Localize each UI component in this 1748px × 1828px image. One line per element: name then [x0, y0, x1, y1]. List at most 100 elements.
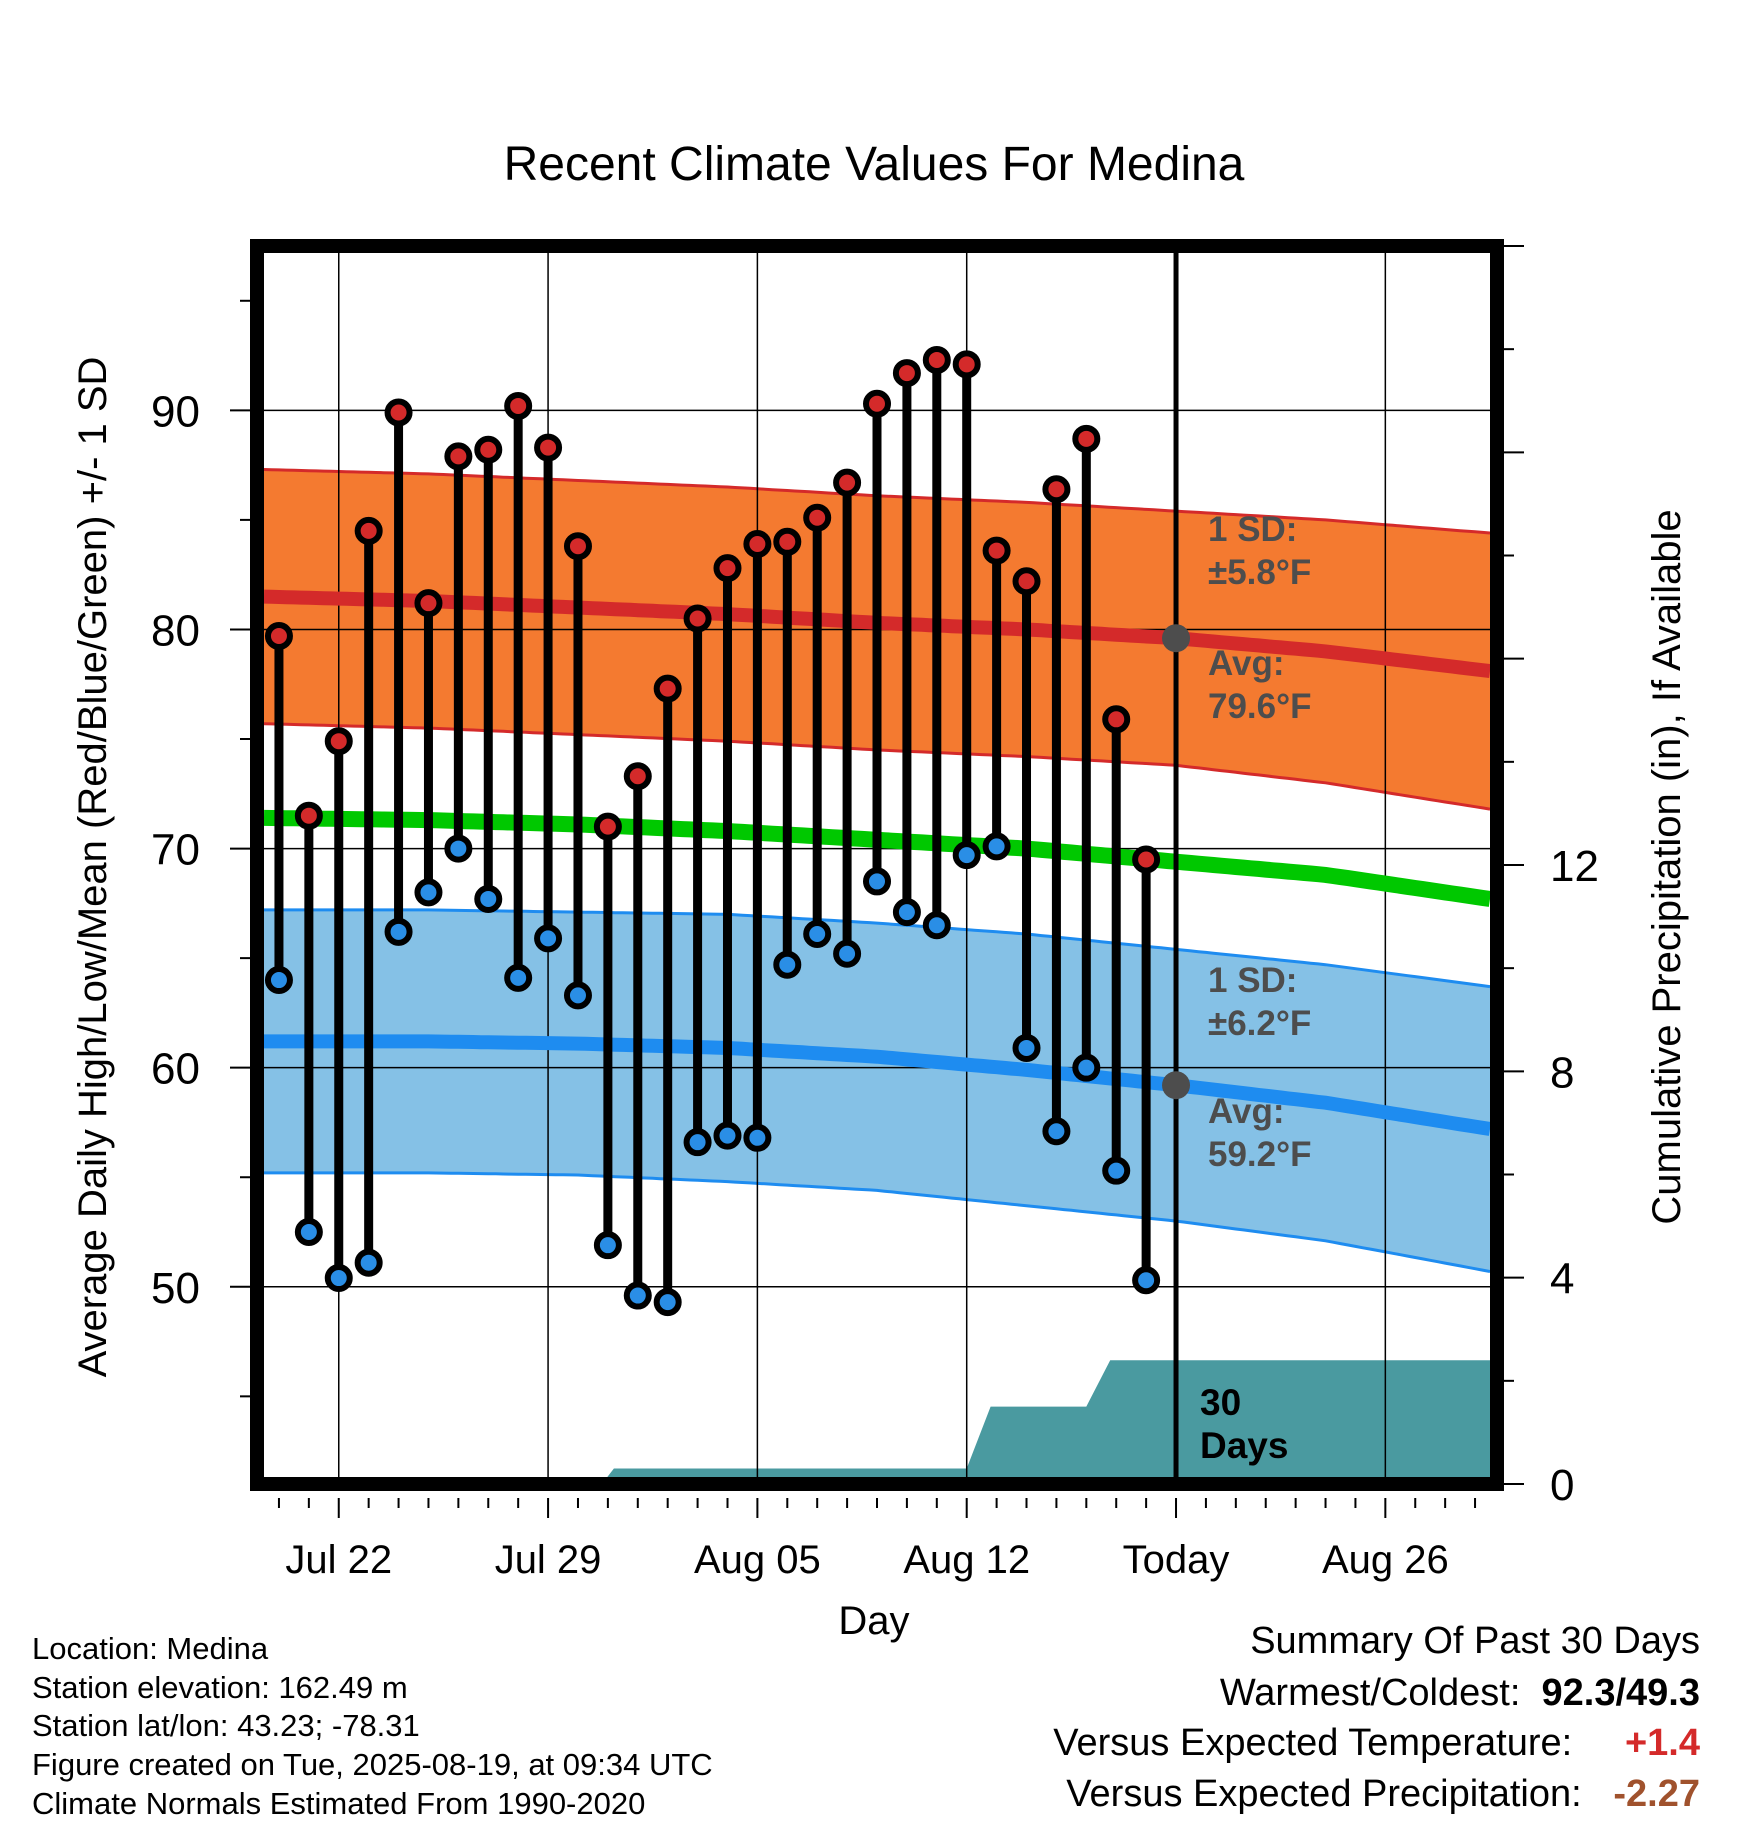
high-point-day-7	[474, 435, 503, 464]
x-tick-label-0: Jul 22	[285, 1538, 392, 1582]
x-tick-label-4: Today	[1123, 1538, 1230, 1582]
x-tick-label-1: Jul 29	[495, 1538, 602, 1582]
low-point-day-10	[563, 981, 592, 1010]
low-point-day-27	[1072, 1053, 1101, 1082]
x-tick-label-3: Aug 12	[903, 1538, 1030, 1582]
high-point-day-16	[743, 529, 772, 558]
low-point-day-5	[414, 878, 443, 907]
high-point-day-17	[773, 527, 802, 556]
low-point-day-4	[384, 917, 413, 946]
y2-tick-label-4: 4	[1550, 1255, 1574, 1304]
low-normal-line	[264, 1034, 1490, 1136]
low-point-day-21	[892, 898, 921, 927]
x-tick-label-2: Aug 05	[694, 1538, 821, 1582]
high-point-day-10	[563, 532, 592, 561]
precip-label: Versus Expected Precipitation:	[1066, 1773, 1582, 1815]
low-sd-value: ±6.2°F	[1208, 1004, 1311, 1043]
y2-tick-label-8: 8	[1550, 1048, 1574, 1097]
info-created: Figure created on Tue, 2025-08-19, at 09…	[32, 1747, 713, 1782]
low-point-day-3	[354, 1248, 383, 1277]
high-sd-label: 1 SD:	[1208, 510, 1297, 549]
high-point-day-4	[384, 398, 413, 427]
warm-cold-label: Warmest/Coldest:	[1219, 1672, 1521, 1714]
low-point-day-7	[474, 884, 503, 913]
low-sd-label: 1 SD:	[1208, 961, 1297, 1000]
low-point-day-6	[444, 834, 473, 863]
low-point-day-18	[803, 920, 832, 949]
high-point-day-15	[713, 554, 742, 583]
summary-title: Summary Of Past 30 Days	[1250, 1620, 1700, 1662]
y2-tick-label-0: 0	[1550, 1461, 1574, 1510]
y-tick-label-80: 80	[151, 606, 200, 655]
info-location: Location: Medina	[32, 1631, 269, 1666]
high-point-day-22	[922, 345, 951, 374]
high-point-day-3	[354, 516, 383, 545]
low-point-day-29	[1132, 1266, 1161, 1295]
precip-area	[264, 1360, 1490, 1484]
low-avg-label: Avg:	[1208, 1092, 1284, 1131]
today-high-avg-dot	[1162, 624, 1191, 653]
low-band-lower-edge	[264, 1171, 1490, 1273]
high-point-day-9	[534, 433, 563, 462]
low-point-day-13	[653, 1288, 682, 1317]
low-point-day-25	[1012, 1033, 1041, 1062]
y-tick-label-70: 70	[151, 826, 200, 875]
precip-value: -2.27	[1613, 1773, 1700, 1815]
y2-tick-label-12: 12	[1550, 842, 1599, 891]
low-point-day-8	[504, 963, 533, 992]
today-low-avg-dot	[1162, 1071, 1191, 1100]
high-point-day-5	[414, 589, 443, 618]
high-point-day-18	[803, 503, 832, 532]
high-point-day-26	[1042, 475, 1071, 504]
low-point-day-17	[773, 950, 802, 979]
low-point-day-24	[982, 832, 1011, 861]
low-point-day-26	[1042, 1117, 1071, 1146]
low-point-day-16	[743, 1123, 772, 1152]
warm-cold-value: 92.3/49.3	[1541, 1672, 1700, 1714]
high-point-day-29	[1132, 845, 1161, 874]
high-sd-value: ±5.8°F	[1208, 553, 1311, 592]
low-point-day-22	[922, 911, 951, 940]
y2-axis-label: Cumulative Precipitation (in), If Availa…	[1645, 509, 1689, 1224]
low-point-day-9	[534, 924, 563, 953]
summary-precip: Versus Expected Precipitation: -2.27	[1066, 1773, 1700, 1816]
low-point-day-2	[324, 1264, 353, 1293]
days-count-label: 30	[1200, 1382, 1241, 1423]
high-point-day-1	[294, 801, 323, 830]
chart-title: Recent Climate Values For Medina	[504, 138, 1245, 191]
low-point-day-23	[952, 841, 981, 870]
low-point-day-15	[713, 1121, 742, 1150]
low-point-day-14	[683, 1128, 712, 1157]
high-point-day-8	[504, 391, 533, 420]
summary-temp: Versus Expected Temperature: +1.4	[1053, 1722, 1700, 1765]
temp-label: Versus Expected Temperature:	[1053, 1722, 1573, 1764]
x-axis-label: Day	[838, 1599, 909, 1643]
low-point-day-12	[623, 1281, 652, 1310]
info-normals: Climate Normals Estimated From 1990-2020	[32, 1786, 646, 1821]
high-point-day-6	[444, 442, 473, 471]
low-point-day-19	[833, 939, 862, 968]
daily-stems	[264, 345, 1161, 1317]
temp-value: +1.4	[1624, 1722, 1700, 1764]
low-point-day-28	[1102, 1156, 1131, 1185]
high-point-day-23	[952, 350, 981, 379]
high-avg-label: Avg:	[1208, 644, 1284, 683]
y-tick-label-50: 50	[151, 1264, 200, 1313]
summary-warm-cold: Warmest/Coldest: 92.3/49.3	[1220, 1672, 1700, 1715]
days-word-label: Days	[1200, 1425, 1288, 1466]
info-latlon: Station lat/lon: 43.23; -78.31	[32, 1708, 420, 1743]
high-avg-value: 79.6°F	[1208, 687, 1312, 726]
low-point-day-20	[863, 867, 891, 896]
high-point-day-28	[1102, 705, 1131, 734]
low-point-day-0	[264, 966, 293, 995]
right-axis-ticks: 0 4 8 12	[1504, 245, 1599, 1510]
plot-frame	[250, 239, 1504, 1491]
low-point-day-11	[593, 1231, 622, 1260]
left-axis-ticks: 50 60 70 80 90	[151, 299, 250, 1398]
high-point-day-19	[833, 468, 862, 497]
y-tick-label-90: 90	[151, 387, 200, 436]
y-axis-label: Average Daily High/Low/Mean (Red/Blue/Gr…	[71, 357, 115, 1378]
high-point-day-27	[1072, 424, 1101, 453]
low-avg-value: 59.2°F	[1208, 1135, 1312, 1174]
